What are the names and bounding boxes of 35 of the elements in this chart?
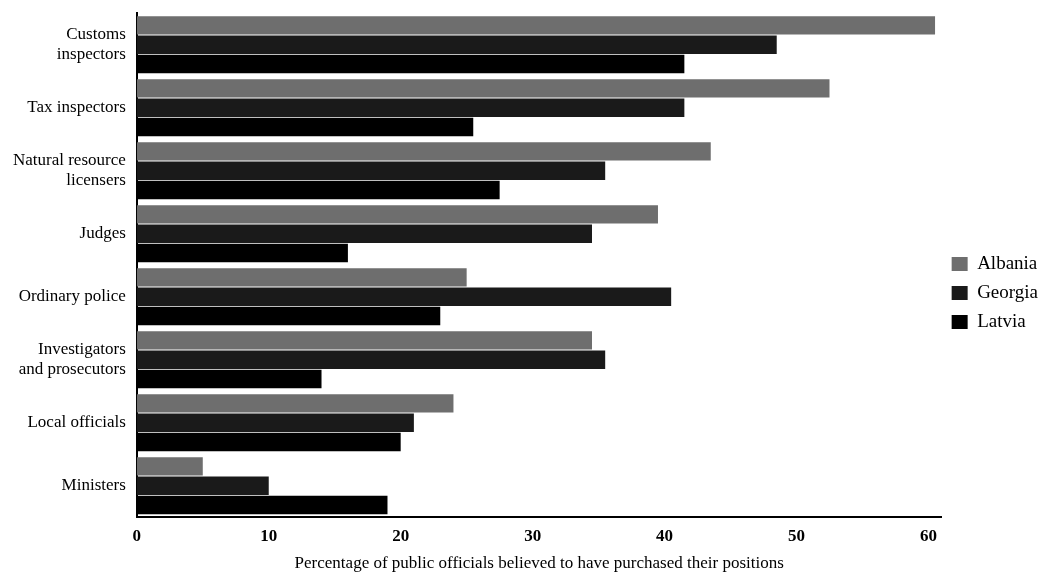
bar <box>136 457 203 476</box>
y-tick-label: Investigators and prosecutors <box>18 338 126 379</box>
x-tick-label: 40 <box>656 525 674 545</box>
y-tick-label: Local officials <box>27 412 126 432</box>
y-tick-label: Tax inspectors <box>27 97 126 117</box>
legend-label: Latvia <box>977 309 1027 331</box>
bar <box>136 79 830 98</box>
y-tick-label: Judges <box>79 223 126 243</box>
bar <box>136 161 606 180</box>
y-tick-label: Customs inspectors <box>56 23 126 64</box>
x-tick-label: 50 <box>788 525 806 545</box>
x-tick-label: 30 <box>524 525 542 545</box>
bar <box>136 98 685 117</box>
bar <box>136 35 777 54</box>
bar <box>136 287 672 306</box>
bar <box>136 394 454 413</box>
bar <box>136 205 658 224</box>
legend-label: Georgia <box>977 280 1039 302</box>
bar <box>136 268 467 287</box>
x-tick-label: 20 <box>392 525 410 545</box>
bar <box>136 224 592 243</box>
x-tick-label: 10 <box>260 525 278 545</box>
bar <box>136 142 711 161</box>
y-tick-label: Ministers <box>61 475 126 495</box>
x-tick-label: 0 <box>132 525 142 545</box>
y-tick-label: Ordinary police <box>18 286 126 306</box>
bar <box>136 331 592 350</box>
y-tick-label: Natural resource licensers <box>12 149 126 190</box>
bar <box>136 413 414 432</box>
bar <box>136 16 936 35</box>
legend-label: Albania <box>977 251 1038 273</box>
x-axis-title: Percentage of public officials believed to have purchased their positions <box>294 553 784 573</box>
bar <box>136 350 606 369</box>
x-tick-label: 60 <box>919 525 937 545</box>
bar <box>136 476 269 495</box>
